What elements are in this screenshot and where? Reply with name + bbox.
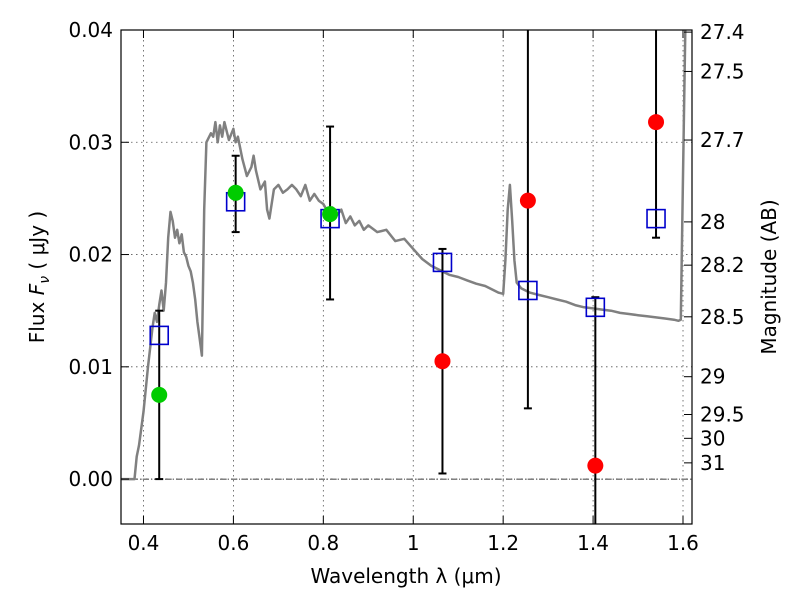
x-axis-title: Wavelength λ (μm): [310, 564, 501, 588]
detection-point: [151, 386, 168, 403]
x-tick-label: 0.6: [217, 531, 249, 555]
y-axis-title-symbol: F: [25, 283, 49, 295]
y-axis-title-subscript: ν: [37, 276, 53, 284]
plot-frame: [120, 29, 693, 525]
y-tick-label: 0.02: [68, 243, 113, 267]
y-tick-label: 0.04: [68, 18, 113, 42]
y2-tick-label: 29: [700, 365, 725, 389]
y2-axis-title: Magnitude (AB): [757, 199, 781, 354]
y2-tick-label: 28.2: [700, 253, 745, 277]
nondetection-point: [434, 353, 451, 370]
x-ticks: 0.4 0.6 0.8 1 1.2 1.4 1.6: [128, 30, 699, 555]
sed-curve: [121, 30, 687, 481]
model-box: [585, 297, 606, 318]
x-tick-label: 1.4: [577, 531, 609, 555]
y2-tick-label: 28.5: [700, 305, 745, 329]
x-tick-label: 0.8: [307, 531, 339, 555]
y2-tick-label: 28: [700, 210, 725, 234]
nondetection-point: [648, 114, 665, 131]
x-tick-label: 1.2: [487, 531, 519, 555]
nondetection-point: [587, 457, 604, 474]
plot-background: [121, 30, 692, 524]
y2-tick-label: 30: [700, 426, 725, 450]
y-tick-label: 0.01: [68, 355, 113, 379]
y2-tick-label: 27.4: [700, 20, 745, 44]
x-tick-label: 1: [407, 531, 420, 555]
y-ticks: 0.00 0.01 0.02 0.03 0.04: [68, 18, 129, 491]
observed-points: [151, 114, 665, 474]
y-tick-label: 0.03: [68, 130, 113, 154]
y2-tick-label: 27.5: [700, 59, 745, 83]
y2-tick-label: 31: [700, 451, 725, 475]
nondetection-point: [519, 192, 536, 209]
model-box: [432, 252, 453, 273]
x-tick-label: 0.4: [128, 531, 160, 555]
detection-point: [322, 206, 339, 223]
y-axis-title: Flux Fν ( μJy ): [25, 211, 53, 343]
y-axis-title-suffix: ( μJy ): [25, 211, 49, 276]
y2-tick-label: 27.7: [700, 128, 745, 152]
model-box: [518, 280, 538, 301]
y-axis-title-prefix: Flux: [25, 295, 49, 343]
x-tick-label: 1.6: [667, 531, 699, 555]
detection-point: [227, 184, 244, 201]
y-tick-label: 0.00: [68, 467, 113, 491]
y2-tick-label: 29.5: [700, 402, 745, 426]
model-box: [646, 208, 666, 229]
model-box: [149, 325, 170, 346]
